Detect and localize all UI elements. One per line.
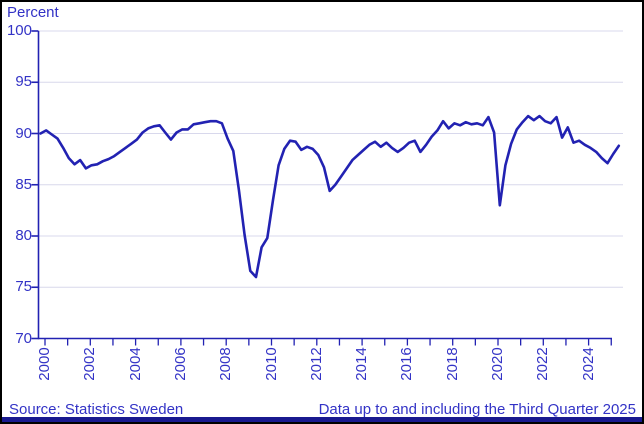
y-tick-label: 100 xyxy=(6,22,32,39)
x-tick-label: 2000 xyxy=(36,347,53,381)
x-tick-label: 2002 xyxy=(81,347,99,381)
x-tick-label: 2022 xyxy=(534,347,552,381)
y-tick-label: 95 xyxy=(15,73,32,91)
y-axis-title: Percent xyxy=(7,4,59,21)
x-tick-label: 2020 xyxy=(489,347,506,381)
x-tick-label: 2016 xyxy=(398,347,416,381)
x-tick-label: 2024 xyxy=(579,347,597,381)
data-note-text: Data up to and including the Third Quart… xyxy=(318,401,636,418)
x-tick-label: 2004 xyxy=(126,347,144,381)
x-tick-label: 2006 xyxy=(171,347,189,381)
y-tick-label: 70 xyxy=(15,329,32,347)
y-tick-label: 80 xyxy=(15,227,32,244)
x-tick-label: 2008 xyxy=(217,347,235,381)
series-line xyxy=(39,114,621,279)
x-tick-label: 2014 xyxy=(353,347,371,381)
x-tick-label: 2012 xyxy=(307,347,325,381)
x-tick-label: 2010 xyxy=(262,347,280,381)
source-text: Source: Statistics Sweden xyxy=(9,401,184,418)
y-tick-label: 85 xyxy=(15,175,32,193)
y-tick-label: 90 xyxy=(15,124,32,142)
footer-bar xyxy=(2,417,642,422)
x-tick-label: 2018 xyxy=(443,347,461,381)
y-tick-label: 75 xyxy=(15,278,32,296)
